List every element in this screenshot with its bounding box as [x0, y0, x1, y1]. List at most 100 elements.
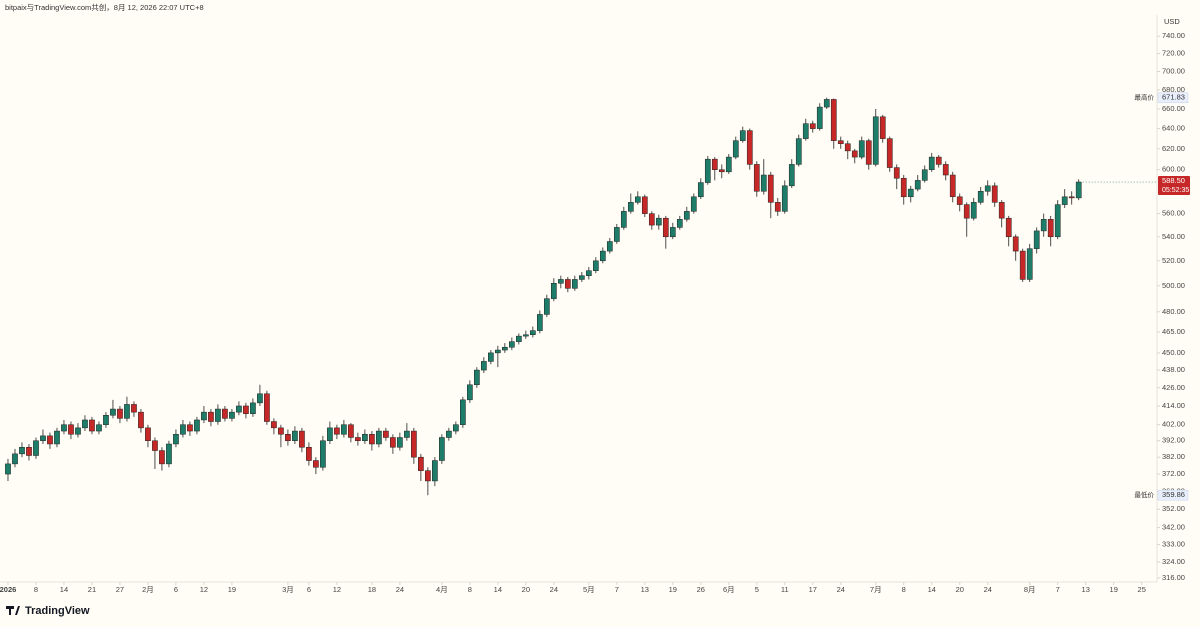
candle-body: [369, 434, 375, 445]
marker-label: 最低价: [1135, 490, 1155, 499]
x-tick-label: 3月: [282, 585, 294, 594]
candle-body: [858, 140, 865, 158]
candle-body: [893, 167, 900, 179]
x-tick-label: 8月: [1024, 585, 1036, 594]
marker-box: [1157, 92, 1189, 103]
candle-body: [949, 174, 956, 198]
countdown: 05:52:35: [1162, 187, 1189, 194]
candle-body: [1019, 250, 1026, 280]
candle-body: [704, 158, 711, 183]
candle-body: [355, 437, 361, 441]
candle-body: [984, 185, 991, 192]
candle-body: [690, 196, 697, 212]
x-tick-label: 18: [368, 585, 376, 594]
candle-body: [495, 349, 501, 354]
candle-body: [816, 106, 823, 129]
candle-body: [243, 405, 249, 414]
candle-body: [963, 204, 970, 219]
candle-body: [613, 227, 620, 242]
candle-body: [564, 279, 571, 289]
candle-body: [1012, 236, 1019, 252]
candle-body: [61, 424, 67, 432]
candle-body: [1047, 219, 1054, 238]
logo: TradingView: [6, 605, 90, 617]
x-tick-label: 6: [307, 585, 311, 594]
candle-body: [418, 456, 424, 471]
candle-body: [19, 447, 25, 455]
y-tick-label: 450.00: [1162, 348, 1185, 357]
candle-body: [557, 279, 564, 284]
candle-body: [823, 99, 830, 108]
candle-body: [425, 470, 431, 482]
candle-body: [208, 411, 214, 422]
candle-body: [180, 424, 186, 435]
candle-body: [446, 430, 452, 438]
candle-body: [103, 415, 109, 425]
candle-body: [830, 99, 837, 141]
x-tick-label: 24: [984, 585, 992, 594]
candle-body: [145, 427, 151, 441]
x-tick-label: 26: [697, 585, 705, 594]
candle-body: [928, 156, 935, 170]
x-tick-label: 27: [116, 585, 124, 594]
candle-body: [166, 443, 172, 465]
candle-body: [96, 424, 102, 432]
candle-body: [152, 440, 158, 451]
y-tick-label: 382.00: [1162, 452, 1185, 461]
y-tick-label: 342.00: [1162, 523, 1185, 532]
candle-body: [222, 408, 228, 419]
x-tick-label: 7月: [870, 585, 882, 594]
candle-body: [271, 421, 277, 429]
candle-body: [82, 419, 88, 429]
candle-body: [1040, 219, 1047, 232]
candle-body: [5, 463, 11, 475]
candle-body: [606, 241, 613, 252]
marker-label: 最高价: [1135, 92, 1155, 101]
x-tick-label: 8: [34, 585, 38, 594]
candle-body: [599, 250, 606, 262]
y-tick-label: 414.00: [1162, 401, 1185, 410]
candle-body: [676, 219, 683, 228]
candle-body: [187, 424, 193, 432]
x-tick-label: 25: [1138, 585, 1146, 594]
y-tick-label: 540.00: [1162, 232, 1185, 241]
y-tick-label: 500.00: [1162, 281, 1185, 290]
candle-body: [320, 440, 326, 468]
candle-body: [795, 138, 802, 165]
candle-body: [397, 437, 403, 448]
candle-body: [543, 298, 550, 315]
logo-text: TradingView: [25, 605, 90, 617]
candle-body: [935, 156, 942, 165]
candle-body: [432, 460, 438, 482]
candle-body: [348, 424, 354, 438]
candle-body: [460, 399, 466, 425]
y-tick-label: 560.00: [1162, 209, 1185, 218]
candle-body: [404, 430, 410, 438]
candle-body: [1054, 204, 1061, 238]
x-tick-label: 7: [615, 585, 619, 594]
candle-body: [159, 450, 165, 465]
x-tick-label: 24: [396, 585, 404, 594]
x-tick-label: 24: [837, 585, 845, 594]
candle-body: [1033, 230, 1040, 249]
y-tick-label: 352.00: [1162, 504, 1185, 513]
x-tick-label: 19: [669, 585, 677, 594]
y-tick-label: 660.00: [1162, 104, 1185, 113]
candle-body: [669, 227, 676, 238]
candle-body: [851, 150, 858, 158]
candle-body: [12, 453, 18, 465]
x-tick-label: 13: [1082, 585, 1090, 594]
x-tick-label: 2月: [142, 585, 154, 594]
candle-body: [592, 260, 599, 271]
candle-body: [767, 174, 774, 203]
candle-body: [264, 393, 270, 422]
candle-body: [138, 411, 144, 429]
y-tick-label: 392.00: [1162, 436, 1185, 445]
marker-box: [1157, 489, 1189, 501]
candle-body: [886, 138, 893, 168]
x-tick-label: 12: [200, 585, 208, 594]
candle-body: [879, 116, 886, 139]
candle-body: [760, 174, 767, 192]
candle-body: [585, 270, 592, 276]
